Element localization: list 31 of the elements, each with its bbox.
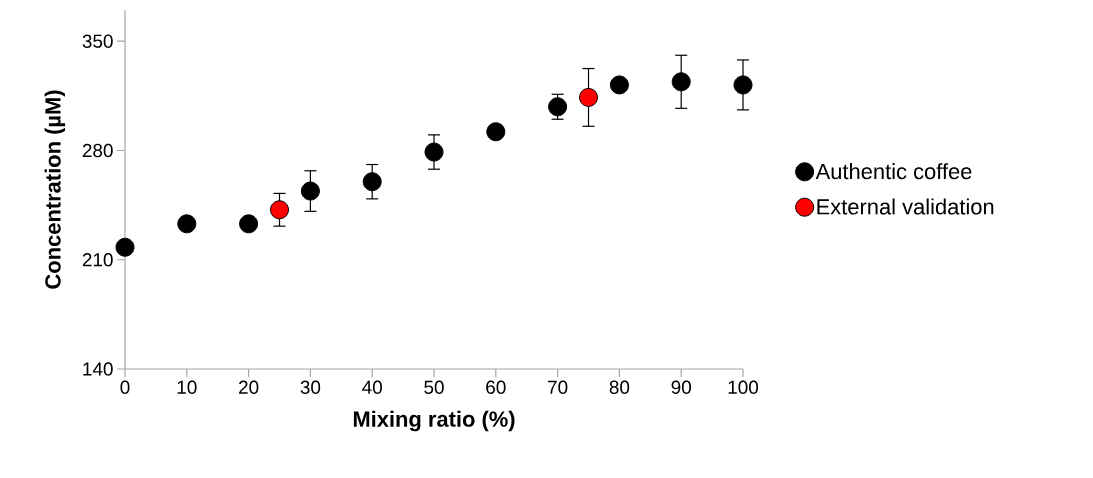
x-tick-label: 10 bbox=[177, 380, 197, 394]
y-tick-label: 350 bbox=[82, 34, 113, 48]
legend-label: External validation bbox=[817, 198, 994, 215]
point bbox=[486, 122, 506, 142]
point bbox=[362, 172, 382, 192]
point bbox=[609, 75, 629, 95]
x-axis-title: Mixing ratio (%) bbox=[353, 410, 515, 432]
y-tick-label: 140 bbox=[83, 362, 113, 376]
x-tick-label: 70 bbox=[548, 380, 568, 394]
x-tick-label: 90 bbox=[671, 380, 691, 394]
x-tick-label: 60 bbox=[486, 380, 506, 394]
x-tick-label: 50 bbox=[424, 380, 444, 394]
point bbox=[671, 72, 691, 92]
legend-label: Authentic coffee bbox=[815, 163, 972, 180]
point bbox=[579, 87, 599, 107]
point bbox=[300, 181, 320, 201]
point bbox=[270, 200, 289, 220]
y-tick-label: 210 bbox=[82, 253, 113, 267]
x-tick-label: 20 bbox=[239, 380, 259, 394]
x-tick-label: 0 bbox=[120, 380, 130, 394]
x-tick-label: 30 bbox=[300, 380, 321, 394]
point bbox=[424, 142, 444, 162]
x-tick-label: 100 bbox=[728, 380, 759, 394]
point bbox=[177, 214, 197, 234]
point bbox=[239, 214, 259, 234]
y-tick-label: 280 bbox=[82, 143, 113, 158]
x-tick-label: 40 bbox=[362, 380, 382, 394]
y-axis-title: Concentration (µM) bbox=[44, 90, 66, 289]
x-tick-label: 80 bbox=[609, 380, 630, 394]
point bbox=[115, 237, 135, 257]
point bbox=[733, 75, 753, 95]
